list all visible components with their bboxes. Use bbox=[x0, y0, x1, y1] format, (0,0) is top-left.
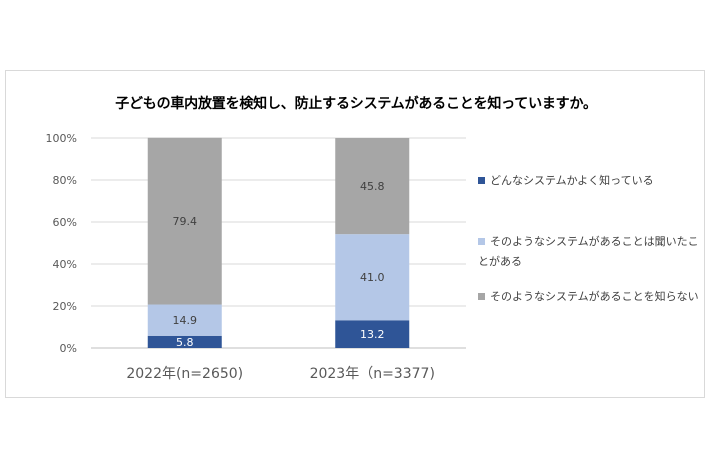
legend-label-heard-of-line2: とがある bbox=[478, 255, 522, 268]
legend-label-not-know: そのようなシステムがあることを知らない bbox=[490, 290, 699, 303]
data-label: 79.4 bbox=[173, 215, 198, 228]
x-category-label: 2022年(n=2650) bbox=[126, 366, 243, 382]
data-label: 45.8 bbox=[360, 180, 385, 193]
legend-swatch-heard-of bbox=[478, 237, 485, 245]
bar-segment bbox=[335, 234, 410, 321]
y-tick-label: 60% bbox=[53, 216, 77, 229]
legend-swatch-not-know bbox=[478, 292, 485, 300]
legend-item-heard-of: そのようなシステムがあることは聞いたこ とがある bbox=[478, 232, 699, 272]
legend-item-not-know: そのようなシステムがあることを知らない bbox=[478, 287, 699, 307]
data-label: 13.2 bbox=[360, 328, 385, 341]
data-label: 14.9 bbox=[173, 314, 198, 327]
y-tick-label: 100% bbox=[46, 132, 77, 145]
chart-frame: 子どもの車内放置を検知し、防止するシステムがあることを知っていますか。 0% 20… bbox=[5, 70, 705, 398]
x-category-label: 2023年（n=3377) bbox=[310, 366, 435, 382]
y-tick-label: 80% bbox=[53, 174, 77, 187]
bar-segment bbox=[147, 137, 222, 305]
bar-segment bbox=[335, 138, 410, 235]
y-tick-label: 40% bbox=[53, 258, 77, 271]
bar-segment bbox=[335, 320, 410, 348]
legend-item-know-well: どんなシステムかよく知っている bbox=[478, 171, 698, 191]
legend-label-know-well: どんなシステムかよく知っている bbox=[490, 174, 654, 187]
legend-swatch-know-well bbox=[478, 176, 485, 184]
bar-segment bbox=[147, 335, 222, 348]
data-label: 41.0 bbox=[360, 271, 385, 284]
legend-label-heard-of-line1: そのようなシステムがあることは聞いたこ bbox=[490, 235, 699, 248]
bar-segment bbox=[147, 304, 222, 336]
stacked-bar-chart: 0% 20% 40% 60% 80% 100% 5.8 14.9 79.4 2022年(n=265… bbox=[46, 132, 466, 382]
y-tick-label: 20% bbox=[53, 300, 77, 313]
y-tick-label: 0% bbox=[60, 342, 77, 355]
data-label: 5.8 bbox=[176, 336, 194, 349]
chart-title: 子どもの車内放置を検知し、防止するシステムがあることを知っていますか。 bbox=[115, 96, 597, 112]
